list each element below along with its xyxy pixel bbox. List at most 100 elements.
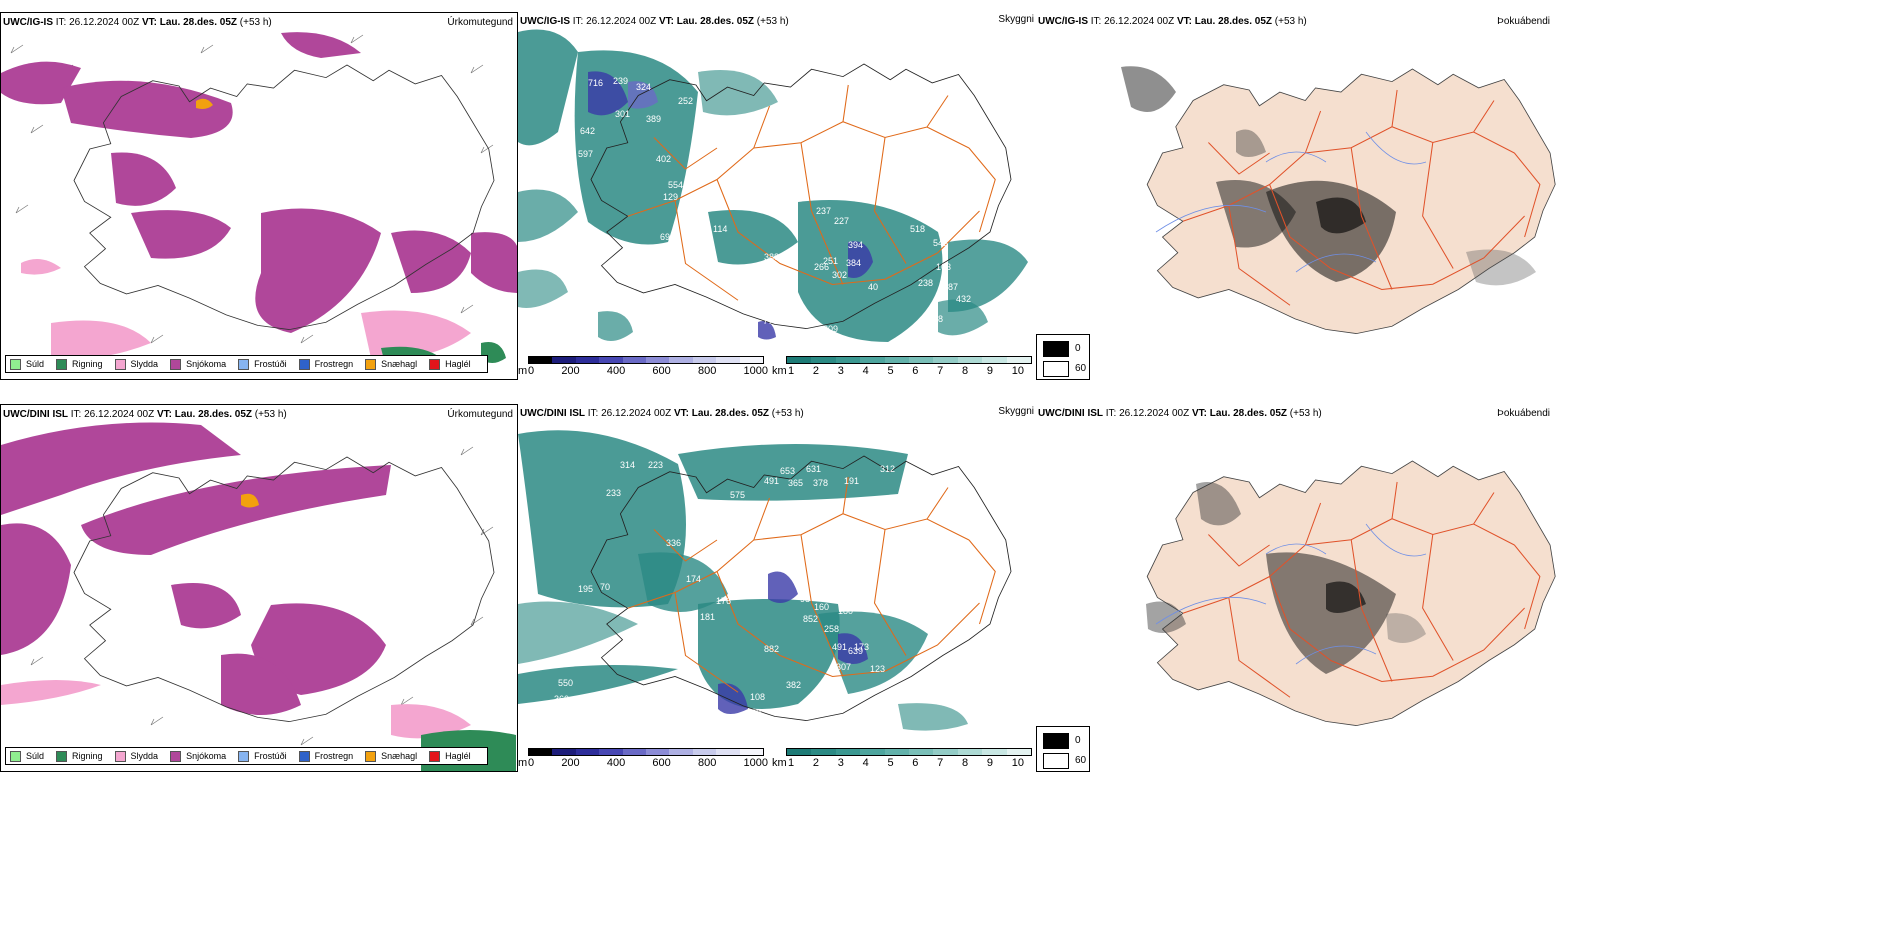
visibility-value-label: 180 [838,606,853,616]
fog-panel-ig: UWC/IG-IS IT: 26.12.2024 00Z VT: Lau. 28… [1036,12,1556,380]
colorbar-height: m 0 200 400 600 800 1000 [518,748,768,769]
visibility-value-label: 129 [663,192,678,202]
legend-swatch [1043,341,1069,357]
visibility-value-label: 28 [778,202,788,212]
visibility-value-label: 382 [786,680,801,690]
visibility-value-label: 544 [768,296,783,306]
visibility-value-label: 160 [814,602,829,612]
visibility-value-label: 324 [636,82,651,92]
visibility-value-label: 40 [868,282,878,292]
visibility-value-label: 550 [558,678,573,688]
legend-item: Haglél [429,358,471,370]
fog-map [1121,66,1556,335]
visibility-value-label: 266 [814,262,829,272]
visibility-value-label: 597 [578,149,593,159]
visibility-value-label: 716 [588,78,603,88]
legend-item: Haglél [429,750,471,762]
legend-item: Slydda [114,358,158,370]
legend-label: 0 [1075,735,1081,746]
legend-label: 0 [1075,343,1081,354]
wind-barbs [10,34,494,344]
visibility-value-label: 394 [848,240,863,250]
visibility-value-label: 302 [832,270,847,280]
visibility-value-label: 307 [836,662,851,672]
visibility-value-label: 378 [813,478,828,488]
visibility-value-label: 69 [660,232,670,242]
legend-item: Frostúði [238,358,287,370]
panel-header: UWC/IG-IS IT: 26.12.2024 00Z VT: Lau. 28… [520,16,789,27]
colorbar-visibility: km 1 2 3 4 5 6 7 8 9 10 [772,356,1034,377]
visibility-value-label: 384 [846,258,861,268]
panel-header: UWC/DINI ISL IT: 26.12.2024 00Z VT: Lau.… [520,408,804,419]
visibility-value-label: 360 [554,694,569,704]
panel-title: Skyggni [998,406,1034,417]
colorbar-unit: km [772,757,787,769]
visibility-value-label: 336 [666,538,681,548]
visibility-value-label: 70 [600,582,610,592]
visibility-value-label: 223 [648,460,663,470]
colorbar-ticks: 1 2 3 4 5 6 7 8 9 10 [788,365,1024,377]
precip-legend: Súld Rigning Slydda Snjókoma Frostúði Fr… [5,355,488,373]
fog-legend: 0 60 [1036,334,1090,380]
visibility-value-label: 233 [606,488,621,498]
visibility-value-label: 258 [824,624,839,634]
panel-title: Skyggni [998,14,1034,25]
visibility-value-label: 176 [716,596,731,606]
legend-label: 60 [1075,755,1087,766]
legend-item: Snjókoma [170,358,226,370]
precip-legend: Súld Rigning Slydda Snjókoma Frostúði Fr… [5,747,488,765]
legend-item: Slydda [114,750,158,762]
fog-legend: 0 60 [1036,726,1090,772]
legend-swatch [1043,753,1069,769]
visibility-value-label: 642 [580,126,595,136]
precip-type-map [1,32,517,370]
visibility-value-label: 852 [803,614,818,624]
colorbar-ticks: 1 2 3 4 5 6 7 8 9 10 [788,757,1024,769]
panel-header: UWC/IG-IS IT: 26.12.2024 00Z VT: Lau. 28… [3,17,272,28]
visibility-value-label: 98 [800,594,810,604]
precip-type-panel-ig: UWC/IG-IS IT: 26.12.2024 00Z VT: Lau. 28… [0,12,518,380]
visibility-value-label: 163 [936,262,951,272]
legend-item: Snæhagl [365,750,417,762]
panel-title: Úrkomutegund [447,17,513,28]
visibility-value-label: 882 [764,644,779,654]
panel-title: Þokuábendi [1497,16,1550,27]
visibility-value-label: 575 [730,490,745,500]
panel-title: Úrkomutegund [447,409,513,420]
legend-item: Súld [10,750,44,762]
visibility-value-label: 123 [870,664,885,674]
visibility-panel-ig: 716 239 324 642 301 389 252 597 402 554 129 69 114 28… [518,12,1036,380]
visibility-value-label: 631 [806,464,821,474]
panel-header: UWC/DINI ISL IT: 26.12.2024 00Z VT: Lau.… [3,409,287,420]
visibility-panel-dini: 314 223 233 653 631 491 365 378 191 312 575 336 174 1… [518,404,1036,772]
visibility-map: 716 239 324 642 301 389 252 597 402 554 129 69 114 28… [518,29,1028,342]
visibility-value-label: 968 [928,314,943,324]
legend-item: Frostúði [238,750,287,762]
visibility-value-label: 639 [848,646,863,656]
fog-map [1146,460,1556,727]
fog-panel-dini: UWC/DINI ISL IT: 26.12.2024 00Z VT: Lau.… [1036,404,1556,772]
visibility-value-label: 389 [646,114,661,124]
legend-item: Rigning [56,358,103,370]
legend-swatch [1043,733,1069,749]
legend-swatch [1043,361,1069,377]
visibility-value-label: 518 [910,224,925,234]
visibility-value-label: 312 [880,464,895,474]
visibility-value-label: 419 [1014,734,1029,744]
legend-item: Súld [10,358,44,370]
visibility-value-label: 402 [656,154,671,164]
visibility-value-label: 174 [686,574,701,584]
legend-item: Snjókoma [170,750,226,762]
legend-item: Frostregn [298,750,353,762]
visibility-value-labels: 314 223 233 653 631 491 365 378 191 312 575 336 174 1… [554,460,1029,744]
visibility-value-label: 491 [764,476,779,486]
colorbar-unit: m [518,757,528,769]
visibility-value-label: 173 [854,642,869,652]
visibility-value-label: 144 [988,728,1003,738]
visibility-value-label: 314 [620,460,635,470]
visibility-value-label: 227 [834,216,849,226]
visibility-value-label: 252 [678,96,693,106]
visibility-value-label: 432 [956,294,971,304]
visibility-value-label: 887 [943,282,958,292]
visibility-value-label: 238 [918,278,933,288]
